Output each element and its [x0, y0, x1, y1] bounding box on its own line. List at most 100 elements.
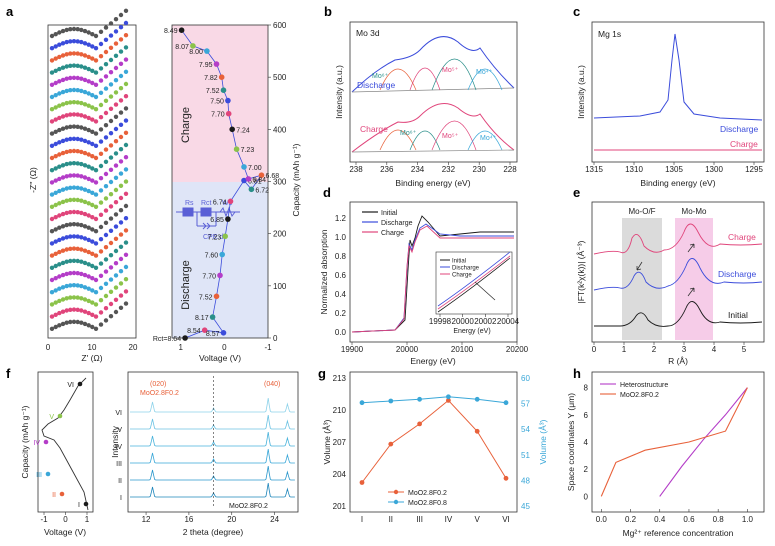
nyquist-point [60, 53, 66, 58]
nyquist-point [64, 222, 69, 228]
nyquist-point [86, 127, 91, 133]
nyquist-point [68, 51, 73, 56]
nyquist-frame [47, 24, 137, 339]
nyquist-point [49, 216, 55, 222]
g-series-right-point [503, 400, 509, 406]
nyquist-point [68, 210, 73, 215]
nyquist-point [93, 326, 99, 331]
nyquist-point [108, 94, 114, 99]
h-legend-label: Heterostructure [620, 382, 668, 389]
nyquist-point [98, 90, 104, 96]
f-left-xtick: -1 [40, 515, 48, 524]
nyquist-point [57, 286, 62, 291]
panel-c-xps-mg: Mg 1s Discharge Charge 1315 1310 1305 1300 1… [576, 21, 765, 188]
nyquist-point [123, 240, 129, 245]
b-discharge-fit-2 [409, 67, 441, 91]
nyquist-curve [49, 57, 129, 88]
nyquist-point [57, 140, 62, 145]
d-inset-xlabel: Energy (eV) [453, 328, 490, 335]
nyquist-point [49, 58, 55, 63]
d-xlabel: Energy (eV) [410, 356, 456, 366]
e-charge-curve [593, 223, 763, 255]
nyquist-curve [49, 45, 129, 75]
nyquist-point [108, 82, 114, 87]
nyquist-ylabel: -Z'' (Ω) [28, 167, 38, 193]
nyquist-point [93, 168, 99, 173]
nyquist-point [90, 117, 95, 122]
nyquist-point [118, 147, 124, 152]
nyquist-point [98, 54, 104, 59]
rct-point [190, 43, 196, 49]
e-ylabel: |FT(k²χ(k))| (Å⁻³) [576, 240, 586, 303]
d-ytick: 0.6 [335, 271, 347, 280]
nyquist-point [103, 171, 109, 177]
rct-label: 7.50 [210, 99, 224, 106]
nyquist-point [68, 124, 73, 129]
nyquist-point [49, 290, 55, 295]
f-left-curve [41, 377, 89, 511]
d-inset-xtick: 20004 [497, 317, 520, 326]
nyquist-point [64, 259, 69, 264]
rct-point [225, 216, 231, 222]
nyquist-point [103, 147, 109, 152]
g-series-left-point [446, 398, 451, 403]
nyquist-point [53, 80, 58, 86]
panel-h-frame [591, 371, 765, 513]
nyquist-point [103, 257, 109, 262]
f-left-point [43, 439, 49, 445]
nyquist-point [93, 241, 99, 246]
voltage-xlabel: Voltage (V) [199, 353, 241, 363]
nyquist-point [49, 204, 55, 209]
nyquist-point [93, 314, 99, 319]
nyquist-point [64, 320, 69, 325]
nyquist-point [86, 310, 91, 316]
nyquist-point [57, 66, 62, 72]
nyquist-point [71, 51, 77, 56]
nyquist-point [93, 58, 99, 63]
f-right-frame [127, 371, 299, 513]
g-xtick: V [475, 515, 481, 524]
nyquist-point [60, 187, 66, 192]
rct-point [258, 172, 265, 178]
voltage-xticks: 1 0 -1 [178, 343, 272, 352]
nyquist-point [103, 220, 109, 225]
nyquist-point [82, 114, 88, 119]
panel-letter-a: a [6, 4, 14, 19]
nyquist-point [86, 42, 91, 47]
rct-label: 7.23 [208, 234, 222, 241]
nyquist-point [108, 131, 114, 136]
f-right-xtick: 12 [142, 515, 151, 524]
g-ytick-right: 54 [521, 425, 530, 434]
nyquist-point [82, 297, 88, 302]
rct-point [178, 27, 185, 33]
panel-d-frame [349, 201, 518, 343]
d-inset-legend-label: Discharge [452, 266, 480, 272]
d-ytick: 0.2 [335, 309, 347, 318]
nyquist-point [64, 64, 69, 69]
b-ylabel: Intensity (a.u.) [334, 65, 344, 119]
g-ylabel-left: Volume (Å³) [322, 419, 332, 464]
nyquist-point [79, 186, 84, 191]
nyquist-point [90, 105, 95, 110]
nyquist-point [53, 68, 58, 74]
panel-b-frame [349, 21, 518, 163]
nyquist-point [60, 77, 66, 83]
nyquist-point [113, 212, 119, 217]
nyquist-point [79, 271, 84, 277]
g-ytick-right: 48 [521, 476, 530, 485]
rct-point [213, 293, 220, 300]
rct-points: Rct=8.64 8.54 8.57 8.17 7.52 7.70 7.60 7.23 6.85… [153, 27, 279, 343]
h-ytick: 4 [584, 438, 589, 447]
nyquist-point [53, 44, 58, 49]
nyquist-point [90, 263, 95, 269]
nyquist-point [82, 272, 88, 278]
nyquist-point [68, 173, 73, 178]
nyquist-point [57, 188, 62, 194]
nyquist-point [93, 70, 99, 75]
nyquist-point [86, 286, 91, 291]
d-xtick: 20100 [451, 345, 474, 354]
nyquist-point [60, 102, 66, 107]
b-xlabel: Binding energy (eV) [395, 178, 470, 188]
nyquist-curve [49, 179, 129, 209]
nyquist-point [57, 225, 62, 230]
